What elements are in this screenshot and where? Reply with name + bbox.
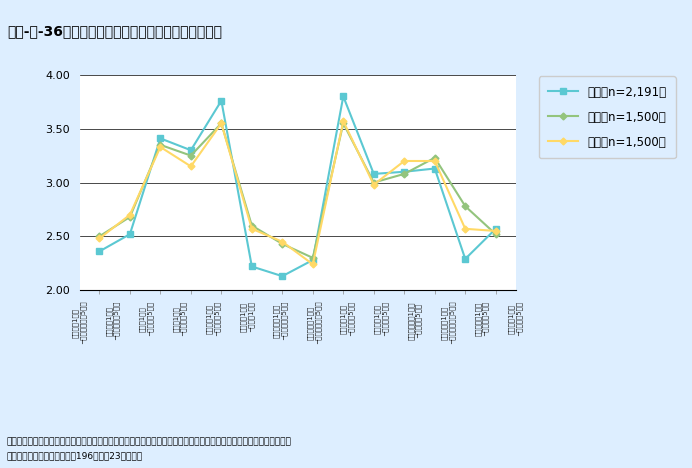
- Text: 新しい（1点）
─古い（1点）: 新しい（1点） ─古い（1点）: [240, 302, 255, 332]
- 日本（n=2,191）: [430, 166, 439, 171]
- 米国（n=1,500）: [309, 255, 317, 261]
- 英国（n=1,500）: [217, 120, 226, 126]
- Text: 不便な（1点）
─便利な（5点）: 不便な（1点） ─便利な（5点）: [340, 302, 355, 336]
- Legend: 日本（n=2,191）, 米国（n=1,500）, 英国（n=1,500）: 日本（n=2,191）, 米国（n=1,500）, 英国（n=1,500）: [539, 76, 676, 158]
- 米国（n=1,500）: [339, 120, 347, 126]
- Text: 第１-２-36図／科学技術の各種分野に対するイメージ: 第１-２-36図／科学技術の各種分野に対するイメージ: [7, 24, 222, 38]
- 米国（n=1,500）: [370, 180, 378, 185]
- 日本（n=2,191）: [461, 256, 469, 262]
- 英国（n=1,500）: [187, 163, 195, 169]
- Text: 愉快な（1点）
─不愉快な（5点）: 愉快な（1点） ─不愉快な（5点）: [106, 302, 120, 340]
- 英国（n=1,500）: [430, 158, 439, 164]
- 日本（n=2,191）: [339, 94, 347, 99]
- 英国（n=1,500）: [309, 262, 317, 267]
- 米国（n=1,500）: [248, 223, 256, 228]
- 日本（n=2,191）: [187, 147, 195, 153]
- Text: 面白い（1点）
─つまらない（5点）: 面白い（1点） ─つまらない（5点）: [72, 302, 87, 344]
- Line: 日本（n=2,191）: 日本（n=2,191）: [96, 93, 499, 279]
- Text: 難しい（1点）
─難しい（5点）: 難しい（1点） ─難しい（5点）: [206, 302, 221, 336]
- 日本（n=2,191）: [248, 263, 256, 269]
- Text: 堅苦しい（1点）
─やわらかな（5点）: 堅苦しい（1点） ─やわらかな（5点）: [441, 302, 456, 344]
- 英国（n=1,500）: [370, 182, 378, 188]
- 英国（n=1,500）: [126, 212, 134, 218]
- 日本（n=2,191）: [156, 136, 165, 141]
- Line: 英国（n=1,500）: 英国（n=1,500）: [97, 119, 498, 267]
- 米国（n=1,500）: [278, 241, 286, 247]
- 英国（n=1,500）: [156, 144, 165, 150]
- 日本（n=2,191）: [217, 98, 226, 103]
- Text: 資料：科学技術政策研究所「日・米・英における国民の科学技術に関する意識の比較分析－インターネットを利用した: 資料：科学技術政策研究所「日・米・英における国民の科学技術に関する意識の比較分析…: [7, 438, 292, 446]
- 米国（n=1,500）: [126, 214, 134, 220]
- 英国（n=1,500）: [95, 236, 104, 241]
- Line: 米国（n=1,500）: 米国（n=1,500）: [97, 121, 498, 260]
- 米国（n=1,500）: [217, 120, 226, 126]
- 英国（n=1,500）: [278, 239, 286, 244]
- 英国（n=1,500）: [248, 226, 256, 232]
- 日本（n=2,191）: [278, 273, 286, 279]
- Text: 比較調査－」調査資料－196（平成23年３月）: 比較調査－」調査資料－196（平成23年３月）: [7, 452, 143, 461]
- Text: 合理的な（1点）
─非合理的な（5点）: 合理的な（1点） ─非合理的な（5点）: [307, 302, 322, 344]
- 米国（n=1,500）: [430, 155, 439, 161]
- 米国（n=1,500）: [187, 153, 195, 158]
- 英国（n=1,500）: [400, 158, 408, 164]
- Text: 未来的な（1点）
─過去的な（5点）: 未来的な（1点） ─過去的な（5点）: [273, 302, 288, 340]
- 英国（n=1,500）: [339, 118, 347, 124]
- 米国（n=1,500）: [400, 171, 408, 177]
- Text: 温かい（1点）
─冷たい（5点）: 温かい（1点） ─冷たい（5点）: [374, 302, 389, 336]
- Text: 人工的な（1点）
─自然な（5点）: 人工的な（1点） ─自然な（5点）: [475, 302, 489, 336]
- 日本（n=2,191）: [491, 226, 500, 232]
- Text: やわらかい（1点）
─かたい（5点）: やわらかい（1点） ─かたい（5点）: [408, 302, 422, 340]
- Text: 汚い（1点）
─楽しい（5点）: 汚い（1点） ─楽しい（5点）: [173, 302, 188, 336]
- 日本（n=2,191）: [126, 231, 134, 237]
- Text: 非凡な（1点）
─平凡な（5点）: 非凡な（1点） ─平凡な（5点）: [508, 302, 523, 336]
- 米国（n=1,500）: [491, 231, 500, 237]
- 日本（n=2,191）: [309, 257, 317, 263]
- 米国（n=1,500）: [461, 204, 469, 209]
- 米国（n=1,500）: [156, 142, 165, 147]
- 日本（n=2,191）: [370, 171, 378, 177]
- 英国（n=1,500）: [461, 226, 469, 232]
- Text: 若い（1点）
─楽しい（5点）: 若い（1点） ─楽しい（5点）: [139, 302, 154, 336]
- 日本（n=2,191）: [400, 169, 408, 175]
- 米国（n=1,500）: [95, 234, 104, 239]
- 日本（n=2,191）: [95, 249, 104, 254]
- 英国（n=1,500）: [491, 228, 500, 234]
